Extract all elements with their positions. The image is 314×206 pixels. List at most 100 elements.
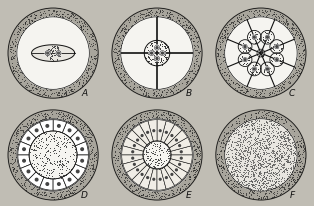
Point <box>255 129 260 132</box>
Circle shape <box>147 131 149 133</box>
Point <box>127 126 133 130</box>
Point <box>71 152 76 156</box>
Point <box>232 129 237 133</box>
Point <box>236 153 241 156</box>
Point <box>138 115 143 119</box>
Point <box>268 165 273 168</box>
Point <box>238 134 243 137</box>
Point <box>251 186 256 189</box>
Point <box>240 164 245 168</box>
Point <box>263 150 268 153</box>
Point <box>88 143 93 147</box>
Point <box>154 95 159 98</box>
Point <box>236 140 241 143</box>
Point <box>117 31 122 34</box>
Point <box>249 164 254 168</box>
Point <box>249 115 254 118</box>
Point <box>90 165 95 169</box>
Point <box>84 71 89 74</box>
Point <box>115 156 120 159</box>
Point <box>276 182 281 186</box>
Point <box>249 146 254 149</box>
Point <box>246 147 251 150</box>
Point <box>228 185 233 188</box>
Point <box>248 169 253 172</box>
Point <box>267 125 272 128</box>
Point <box>242 162 247 165</box>
Point <box>193 149 198 152</box>
Point <box>290 170 295 173</box>
Point <box>89 161 94 164</box>
Point <box>219 157 224 160</box>
Point <box>241 178 246 182</box>
Point <box>132 117 137 121</box>
Point <box>295 42 300 46</box>
Point <box>184 23 189 27</box>
Point <box>64 90 69 93</box>
Point <box>81 179 86 182</box>
Point <box>236 174 241 178</box>
Point <box>231 174 236 177</box>
Point <box>160 162 165 165</box>
Point <box>282 183 287 186</box>
Point <box>266 174 271 178</box>
Point <box>256 145 261 148</box>
Point <box>154 10 159 13</box>
Point <box>17 28 22 32</box>
Point <box>118 145 123 148</box>
Point <box>239 58 244 61</box>
Point <box>241 178 246 182</box>
Point <box>295 177 300 181</box>
Point <box>256 183 261 186</box>
Wedge shape <box>122 146 144 155</box>
Point <box>256 129 261 132</box>
Point <box>273 153 278 156</box>
Point <box>51 91 56 94</box>
Point <box>176 19 181 23</box>
Point <box>265 181 270 184</box>
Point <box>281 121 286 124</box>
Point <box>186 181 191 185</box>
Point <box>233 153 238 156</box>
Point <box>278 142 283 145</box>
Point <box>256 37 261 40</box>
Point <box>144 145 149 148</box>
Point <box>261 165 266 168</box>
Point <box>236 122 241 125</box>
Point <box>251 142 256 145</box>
Point <box>275 158 280 162</box>
Point <box>295 173 300 176</box>
Point <box>259 163 264 167</box>
Point <box>290 184 295 187</box>
Point <box>117 171 122 174</box>
Point <box>142 158 147 162</box>
Point <box>257 13 263 16</box>
Point <box>266 158 271 162</box>
Point <box>84 27 89 31</box>
Point <box>15 165 20 168</box>
Point <box>271 133 276 137</box>
Point <box>238 142 243 146</box>
Point <box>165 10 170 14</box>
Point <box>273 157 278 160</box>
Point <box>275 131 280 134</box>
Point <box>219 163 224 167</box>
Point <box>265 188 270 191</box>
Point <box>197 50 202 53</box>
Point <box>79 21 84 24</box>
Point <box>252 119 257 122</box>
Point <box>15 29 20 33</box>
Point <box>218 48 223 52</box>
Point <box>70 83 75 86</box>
Point <box>160 194 165 198</box>
Point <box>34 154 39 157</box>
Point <box>275 126 280 129</box>
Point <box>120 27 125 30</box>
Point <box>238 148 243 152</box>
Point <box>269 169 274 172</box>
Point <box>265 38 270 42</box>
Point <box>269 45 274 48</box>
Point <box>49 195 54 199</box>
Point <box>269 183 274 187</box>
Point <box>119 173 124 177</box>
